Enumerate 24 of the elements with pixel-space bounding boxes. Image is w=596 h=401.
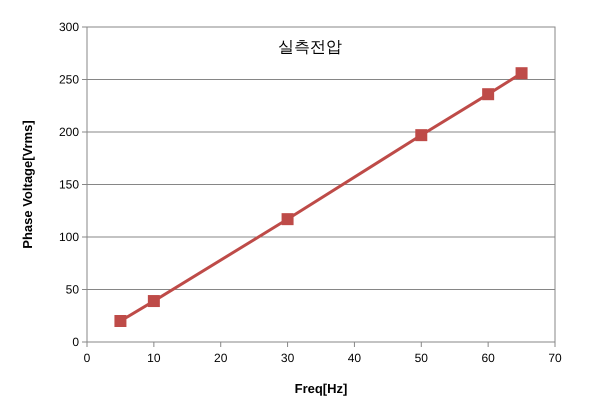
point (516, 67, 528, 80)
point (282, 213, 294, 226)
y-tick-label: 50 (66, 282, 80, 296)
x-axis-title: Freq[Hz] (294, 381, 348, 396)
y-tick-label: 0 (72, 335, 80, 349)
x-tick-label: 0 (84, 351, 91, 365)
x-tick-label: 10 (147, 351, 161, 365)
x-tick-label: 40 (348, 351, 362, 365)
point (415, 129, 428, 142)
y-tick-label: 200 (58, 125, 80, 139)
point (114, 315, 126, 327)
y-axis-title: Phase Voltage[Vrms] (20, 120, 35, 249)
x-tick-label: 70 (548, 351, 562, 365)
y-tick-label: 100 (58, 230, 80, 244)
y-tick-label: 300 (58, 20, 80, 34)
text: 실측전압 (278, 39, 342, 56)
point (148, 295, 160, 308)
x-tick-label: 20 (214, 351, 228, 365)
x-tick-label: 50 (414, 351, 428, 365)
x-tick-label: 30 (280, 351, 295, 365)
y-tick-label: 250 (58, 72, 80, 86)
x-tick-label: 60 (481, 351, 496, 365)
y-tick-label: 150 (58, 178, 80, 192)
point (482, 88, 494, 100)
